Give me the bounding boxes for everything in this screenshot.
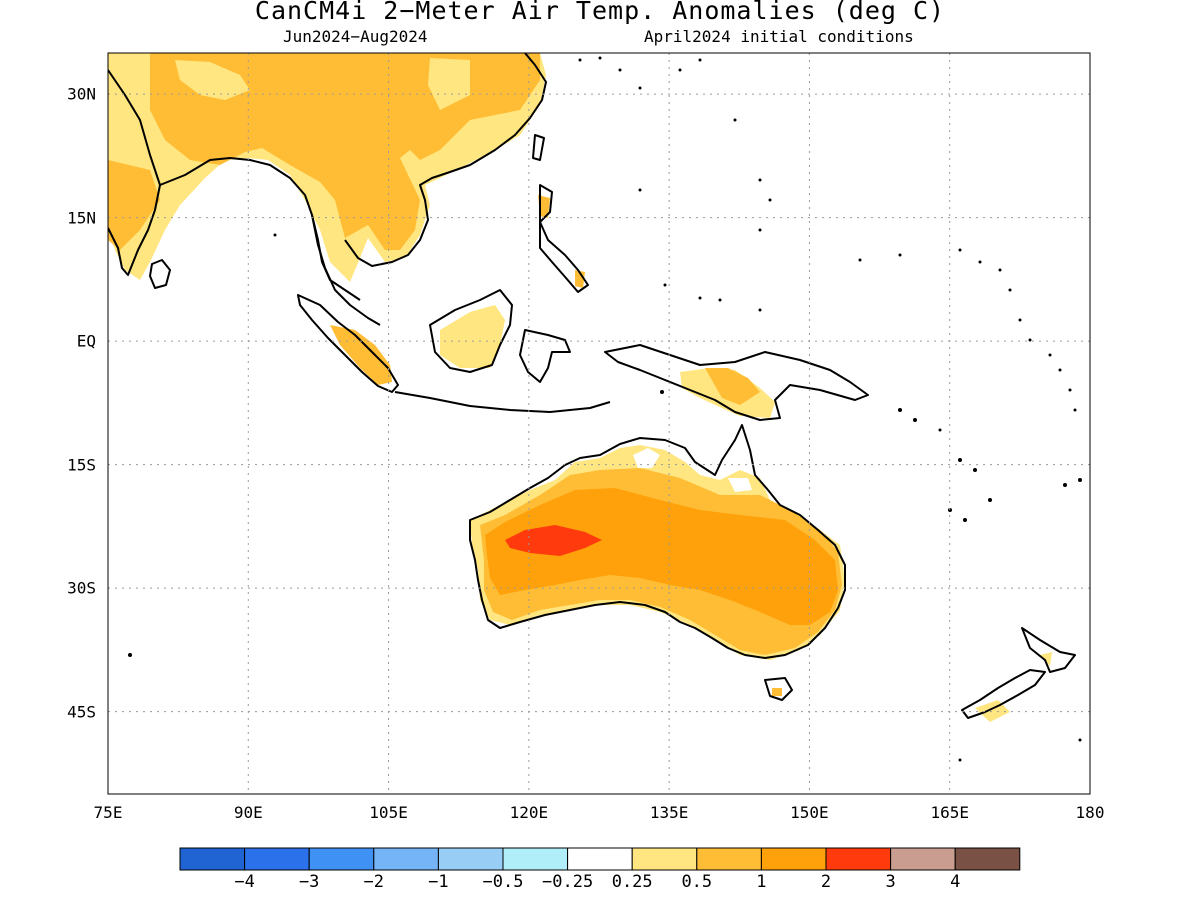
colorbar-swatch — [373, 847, 439, 871]
lon-label: 75E — [93, 803, 123, 822]
lon-label: 165E — [930, 803, 969, 822]
lon-label: 135E — [649, 803, 689, 822]
borneo-coast — [429, 289, 513, 373]
colorbar-label: 3 — [885, 872, 896, 892]
taiwan-coast — [532, 134, 545, 161]
colorbar-label: −4 — [234, 872, 255, 892]
tasmania-anomaly-fill — [772, 688, 782, 696]
plot-frame — [107, 52, 1091, 795]
lon-label: 90E — [233, 803, 263, 822]
lat-label: 15N — [67, 208, 96, 228]
lat-label: 30N — [67, 84, 96, 104]
asia-anomaly-fill-medium — [108, 53, 540, 250]
colorbar-label: −0.5 — [482, 872, 524, 892]
indochina-coast — [344, 53, 547, 267]
lat-label: 15S — [67, 455, 96, 475]
australia-coast — [469, 424, 846, 659]
colorbar-swatch — [437, 847, 504, 871]
australia-anomaly-extreme — [505, 525, 602, 556]
india-coast — [108, 69, 161, 276]
lat-label: 30S — [67, 578, 96, 598]
lon-label: 150E — [790, 803, 829, 822]
colorbar-label: 4 — [950, 872, 961, 892]
colorbar-label: 1 — [756, 872, 767, 892]
initial-conditions: April2024 initial conditions — [644, 27, 914, 46]
sulawesi-coast — [519, 329, 571, 383]
colorbar-label: 0.25 — [611, 872, 653, 892]
lat-label: EQ — [76, 331, 96, 351]
tasmania-coast — [764, 677, 793, 701]
colorbar-label: −3 — [298, 872, 320, 892]
nz-anomaly-fill — [975, 652, 1052, 722]
malay-peninsula-coast — [311, 214, 381, 326]
colorbar-label: −2 — [363, 872, 385, 892]
colorbar-swatch — [244, 847, 310, 871]
colorbar-swatch — [502, 847, 569, 871]
forecast-period: Jun2024−Aug2024 — [283, 27, 428, 46]
lon-label: 120E — [509, 803, 549, 822]
colorbar — [179, 847, 1021, 871]
philippines-anomaly-fill — [538, 195, 585, 288]
nz-north-coast — [1021, 627, 1076, 673]
sumatra-anomaly-fill — [330, 325, 392, 385]
lon-label: 180 — [1075, 803, 1105, 822]
chart-title: CanCM4i 2−Meter Air Temp. Anomalies (deg… — [254, 0, 946, 25]
colorbar-swatch — [890, 847, 956, 871]
borneo-anomaly-fill — [440, 305, 505, 368]
colorbar-label: 0.5 — [681, 872, 713, 892]
australia-anomaly-strong — [485, 488, 838, 625]
colorbar-swatch — [760, 847, 827, 871]
newguinea-anomaly-fill-medium — [705, 368, 760, 405]
australia-north-white — [633, 448, 752, 492]
colorbar-swatch — [696, 847, 762, 871]
gridlines — [108, 53, 1090, 794]
asia-anomaly-fill-white — [175, 58, 470, 110]
colorbar-swatch — [954, 847, 1021, 871]
lon-label: 105E — [369, 803, 408, 822]
lat-label: 45S — [67, 702, 96, 722]
colorbar-label: 2 — [820, 872, 832, 892]
colorbar-swatch — [308, 847, 375, 871]
nz-south-coast — [961, 669, 1046, 719]
colorbar-swatch — [631, 847, 698, 871]
sumatra-coast — [297, 294, 399, 393]
java-coast — [394, 391, 611, 413]
colorbar-swatch — [179, 847, 246, 871]
colorbar-label: −1 — [428, 872, 449, 892]
colorbar-label: −0.25 — [542, 872, 594, 892]
srilanka-coast — [149, 259, 171, 289]
colorbar-swatch — [825, 847, 892, 871]
colorbar-swatch — [567, 847, 633, 871]
philippines-coast — [539, 184, 589, 293]
newguinea-coast — [604, 344, 869, 421]
